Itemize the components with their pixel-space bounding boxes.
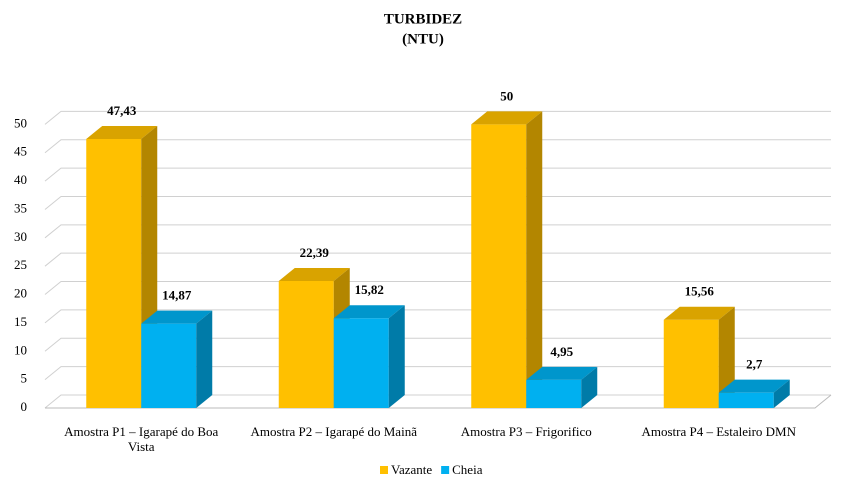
data-label: 50 [500, 88, 513, 103]
y-tick-label: 45 [14, 144, 27, 159]
y-tick-label: 20 [14, 286, 27, 301]
y-tick-label: 5 [21, 371, 28, 386]
data-label: 15,56 [685, 284, 715, 299]
x-tick-label: Amostra P2 – Igarapé do Mainã [250, 424, 417, 439]
grid-line [44, 224, 831, 239]
bar-side [581, 366, 598, 408]
data-label: 22,39 [300, 245, 330, 260]
grid-line [44, 281, 831, 295]
bar-side [388, 305, 405, 408]
y-tick-label: 35 [14, 200, 27, 215]
data-label: 2,7 [746, 357, 763, 372]
bar [141, 310, 213, 408]
legend-label: Vazante [391, 462, 432, 477]
grid-line [44, 337, 831, 352]
bar-front [278, 280, 334, 408]
bar-front [663, 319, 719, 408]
bar-side [526, 111, 543, 408]
y-tick-label: 10 [14, 342, 27, 357]
bar-side [196, 310, 213, 408]
legend-swatch [380, 466, 388, 474]
y-tick-label: 15 [14, 314, 27, 329]
bar [663, 306, 735, 408]
bar-top [86, 125, 158, 139]
x-tick-label: Amostra P1 – Igarapé do Boa Vista [64, 424, 219, 454]
bar-top [526, 366, 598, 380]
bar-front [86, 138, 142, 408]
bar [471, 111, 543, 408]
bar [526, 366, 598, 408]
grid-line [44, 195, 831, 210]
x-tick-label: Amostra P3 – Frigorifico [460, 424, 592, 439]
bar-top [333, 305, 405, 319]
bar [718, 379, 790, 408]
data-label: 4,95 [550, 344, 573, 359]
data-label: 47,43 [107, 103, 137, 118]
grid-line [44, 252, 831, 267]
legend-label: Cheia [452, 462, 483, 477]
grid-line [44, 139, 831, 154]
y-tick-label: 50 [14, 115, 27, 130]
bar-top [471, 111, 543, 125]
y-tick-label: 30 [14, 229, 27, 244]
bar [333, 305, 405, 408]
bar-side [718, 306, 735, 408]
grid-line [44, 167, 831, 182]
bar-top [663, 306, 735, 320]
data-label: 15,82 [355, 282, 384, 297]
y-tick-label: 25 [14, 257, 27, 272]
grid-line [44, 366, 831, 381]
bar-front [526, 379, 582, 408]
legend-swatch [441, 466, 450, 474]
bar-front [333, 318, 389, 408]
bar-top [718, 379, 790, 393]
bar-side [773, 379, 790, 408]
chart-subtitle: (NTU) [402, 31, 444, 47]
bar-top [278, 267, 350, 281]
x-tick-label: Amostra P4 – Estaleiro DMN [641, 424, 797, 439]
grid-line [44, 309, 831, 324]
chart-title: TURBIDEZ [384, 11, 462, 27]
y-tick-label: 40 [14, 172, 27, 187]
y-tick-label: 0 [21, 399, 28, 414]
bar-front [141, 323, 197, 408]
bar-front [718, 392, 774, 408]
grid-line [44, 110, 831, 125]
bar-front [471, 124, 527, 408]
data-label: 14,87 [162, 288, 192, 303]
bar-top [141, 310, 213, 324]
